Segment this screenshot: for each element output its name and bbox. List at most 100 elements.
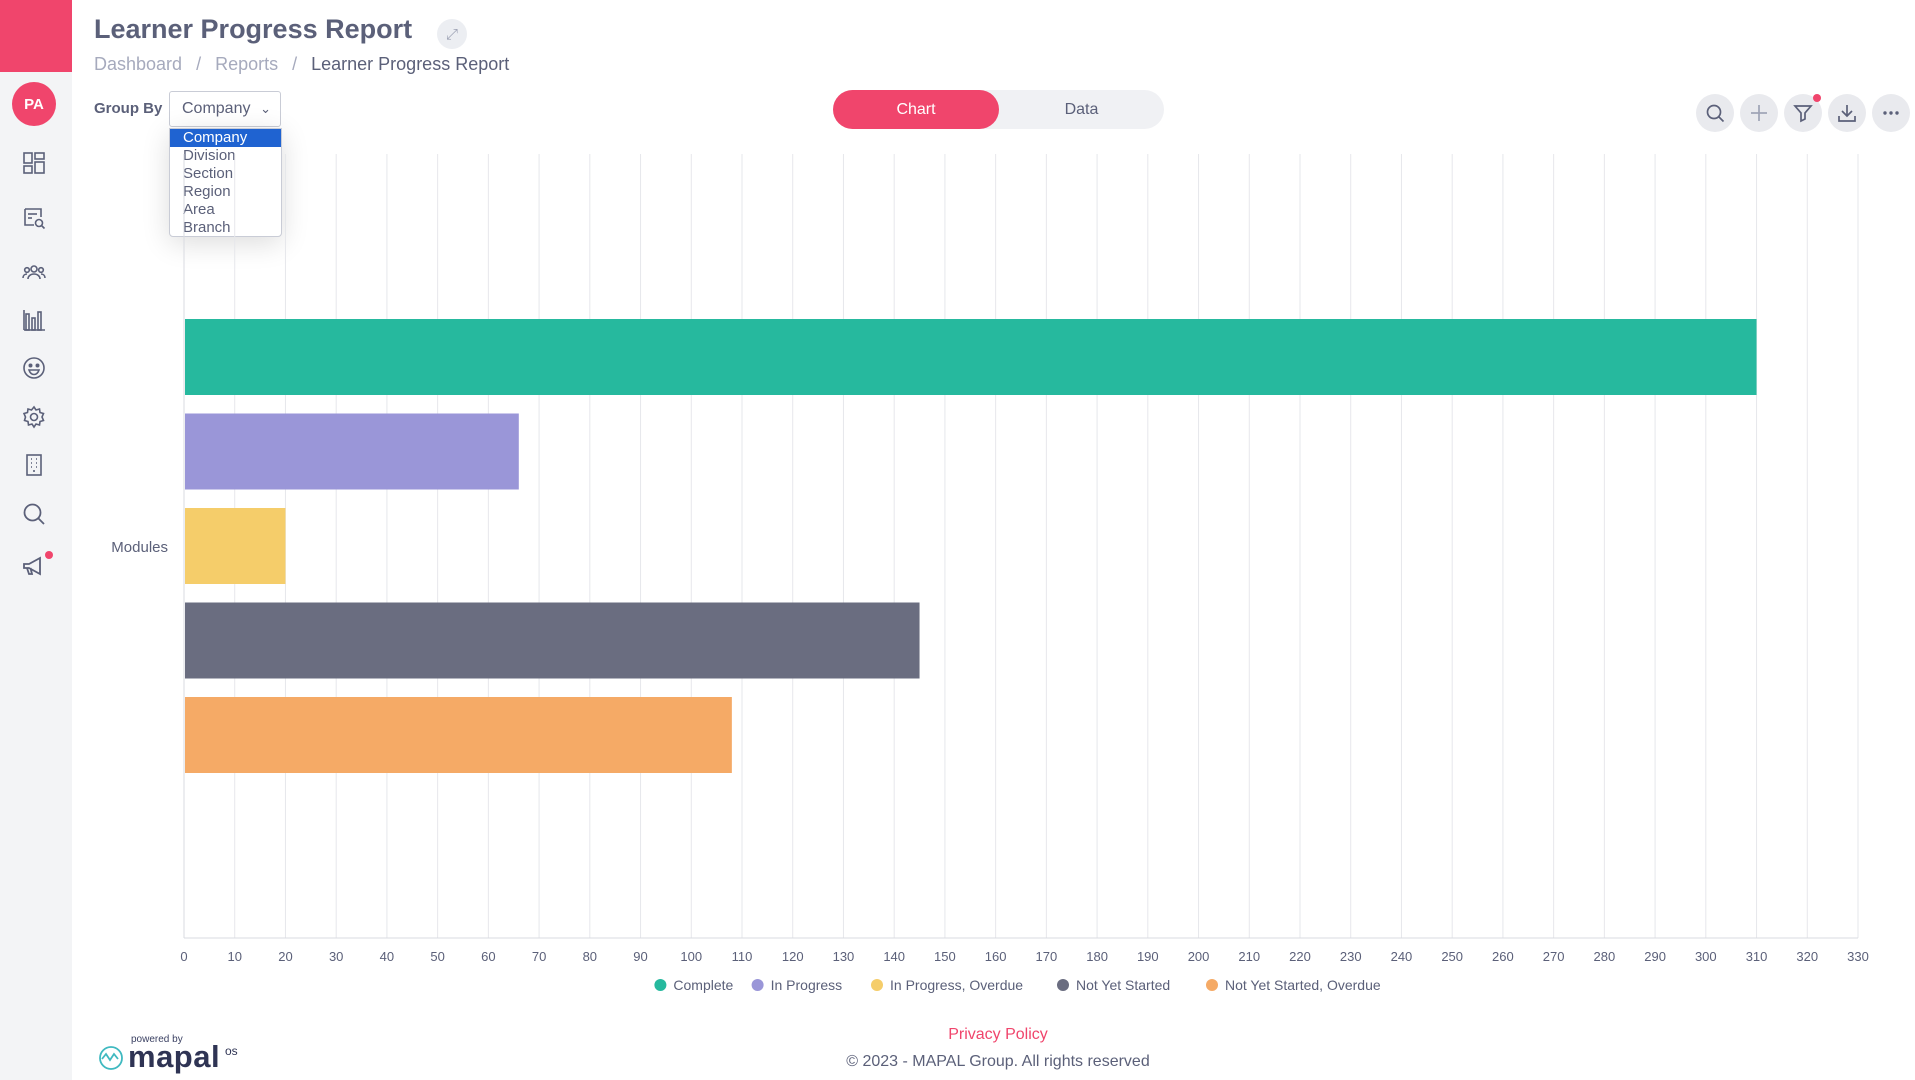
more-button[interactable]	[1872, 94, 1910, 132]
view-toggle: Chart Data	[833, 90, 1164, 129]
dropdown-option-company[interactable]: Company	[170, 129, 281, 147]
breadcrumb-reports[interactable]: Reports	[215, 54, 279, 74]
dropdown-option-branch[interactable]: Branch	[183, 219, 231, 236]
breadcrumb-separator: /	[292, 54, 298, 74]
x-tick-label: 230	[1340, 949, 1362, 964]
mapal-os-suffix: os	[225, 1044, 238, 1058]
search-icon[interactable]	[20, 500, 48, 528]
bar-not-yet-started-overdue	[185, 697, 732, 773]
avatar[interactable]: PA	[12, 82, 56, 126]
x-tick-label: 100	[680, 949, 702, 964]
x-tick-label: 160	[985, 949, 1007, 964]
x-tick-label: 200	[1188, 949, 1210, 964]
x-tick-label: 280	[1594, 949, 1616, 964]
plus-icon	[1751, 105, 1767, 121]
dropdown-option-section[interactable]: Section	[183, 165, 234, 182]
x-tick-label: 240	[1391, 949, 1413, 964]
group-by-select[interactable]: Company ⌄	[169, 91, 281, 127]
users-icon[interactable]	[20, 258, 48, 286]
search-icon	[1706, 104, 1725, 123]
mapal-wordmark: mapal	[128, 1039, 221, 1074]
dropdown-option-region[interactable]: Region	[183, 183, 231, 200]
smiley-icon[interactable]	[20, 354, 48, 382]
y-category-label: Modules	[111, 539, 168, 556]
x-tick-label: 210	[1238, 949, 1260, 964]
x-tick-label: 170	[1036, 949, 1058, 964]
brand-logo[interactable]	[0, 0, 72, 72]
building-icon[interactable]	[20, 451, 48, 479]
notification-dot	[45, 551, 53, 559]
legend-marker	[654, 979, 667, 991]
x-tick-label: 30	[329, 949, 343, 964]
x-tick-label: 140	[883, 949, 905, 964]
page-title: Learner Progress Report	[94, 14, 413, 44]
legend-label: In Progress	[771, 977, 843, 993]
legend-marker	[1206, 979, 1218, 991]
x-tick-label: 320	[1796, 949, 1818, 964]
bar-chart-icon[interactable]	[20, 306, 48, 334]
x-tick-label: 300	[1695, 949, 1717, 964]
dropdown-option-division[interactable]: Division	[183, 147, 236, 164]
mapal-logo	[99, 1046, 123, 1070]
x-tick-label: 220	[1289, 949, 1311, 964]
group-by-value: Company	[182, 100, 251, 117]
download-button[interactable]	[1828, 94, 1866, 132]
search-button[interactable]	[1696, 94, 1734, 132]
x-tick-label: 120	[782, 949, 804, 964]
chevron-down-icon: ⌄	[260, 101, 271, 116]
more-icon	[1883, 111, 1899, 115]
breadcrumb-separator: /	[196, 54, 202, 74]
megaphone-icon[interactable]	[20, 552, 48, 580]
x-tick-label: 130	[833, 949, 855, 964]
x-tick-label: 50	[430, 949, 444, 964]
x-tick-label: 0	[180, 949, 187, 964]
x-tick-label: 10	[227, 949, 241, 964]
bar-complete	[185, 319, 1757, 395]
sidebar: PA	[0, 0, 72, 1080]
breadcrumb-current: Learner Progress Report	[311, 54, 510, 74]
breadcrumb: Dashboard / Reports / Learner Progress R…	[94, 54, 509, 75]
expand-icon[interactable]: ⤢	[437, 19, 467, 49]
x-tick-label: 70	[532, 949, 546, 964]
x-tick-label: 60	[481, 949, 495, 964]
tab-data[interactable]: Data	[1064, 100, 1099, 118]
legend-marker	[1057, 979, 1069, 991]
report-search-icon[interactable]	[20, 204, 48, 232]
bar-in-progress	[185, 413, 519, 490]
dashboard-icon[interactable]	[20, 149, 48, 177]
x-tick-label: 270	[1543, 949, 1565, 964]
x-tick-label: 150	[934, 949, 956, 964]
group-by-dropdown: Company Division Section Region Area Bra…	[169, 128, 282, 237]
x-tick-label: 310	[1746, 949, 1768, 964]
add-button[interactable]	[1740, 94, 1778, 132]
x-tick-label: 110	[732, 949, 753, 964]
privacy-policy-link[interactable]: Privacy Policy	[948, 1026, 1048, 1043]
gear-icon[interactable]	[20, 403, 48, 431]
legend-label: Complete	[673, 977, 733, 993]
x-tick-label: 180	[1086, 949, 1108, 964]
powered-by-text: powered by	[131, 1034, 183, 1045]
x-tick-label: 330	[1847, 949, 1869, 964]
legend-marker	[751, 979, 764, 991]
filter-active-dot	[1813, 94, 1821, 102]
filter-icon	[1793, 105, 1813, 123]
horizontal-bar-chart: 0 10 20 30 40 50 60 70 80 90 100 110 120 130 140 150 160…	[111, 154, 1869, 993]
legend-label: Not Yet Started, Overdue	[1225, 977, 1381, 993]
copyright-text: © 2023 - MAPAL Group. All rights reserve…	[846, 1053, 1150, 1070]
tab-chart[interactable]: Chart	[833, 90, 999, 129]
x-tick-label: 290	[1644, 949, 1666, 964]
group-by-label: Group By	[94, 100, 163, 117]
breadcrumb-dashboard[interactable]: Dashboard	[94, 54, 183, 74]
x-tick-label: 90	[633, 949, 647, 964]
x-tick-label: 40	[380, 949, 394, 964]
x-tick-label: 260	[1492, 949, 1514, 964]
avatar-initials: PA	[24, 95, 44, 113]
bar-in-progress-overdue	[185, 508, 286, 584]
x-tick-label: 190	[1137, 949, 1159, 964]
legend-marker	[871, 979, 883, 991]
x-tick-label: 20	[278, 949, 292, 964]
dropdown-option-area[interactable]: Area	[183, 201, 215, 218]
download-icon	[1838, 105, 1856, 122]
legend-label: Not Yet Started	[1076, 977, 1170, 993]
x-tick-label: 250	[1441, 949, 1463, 964]
